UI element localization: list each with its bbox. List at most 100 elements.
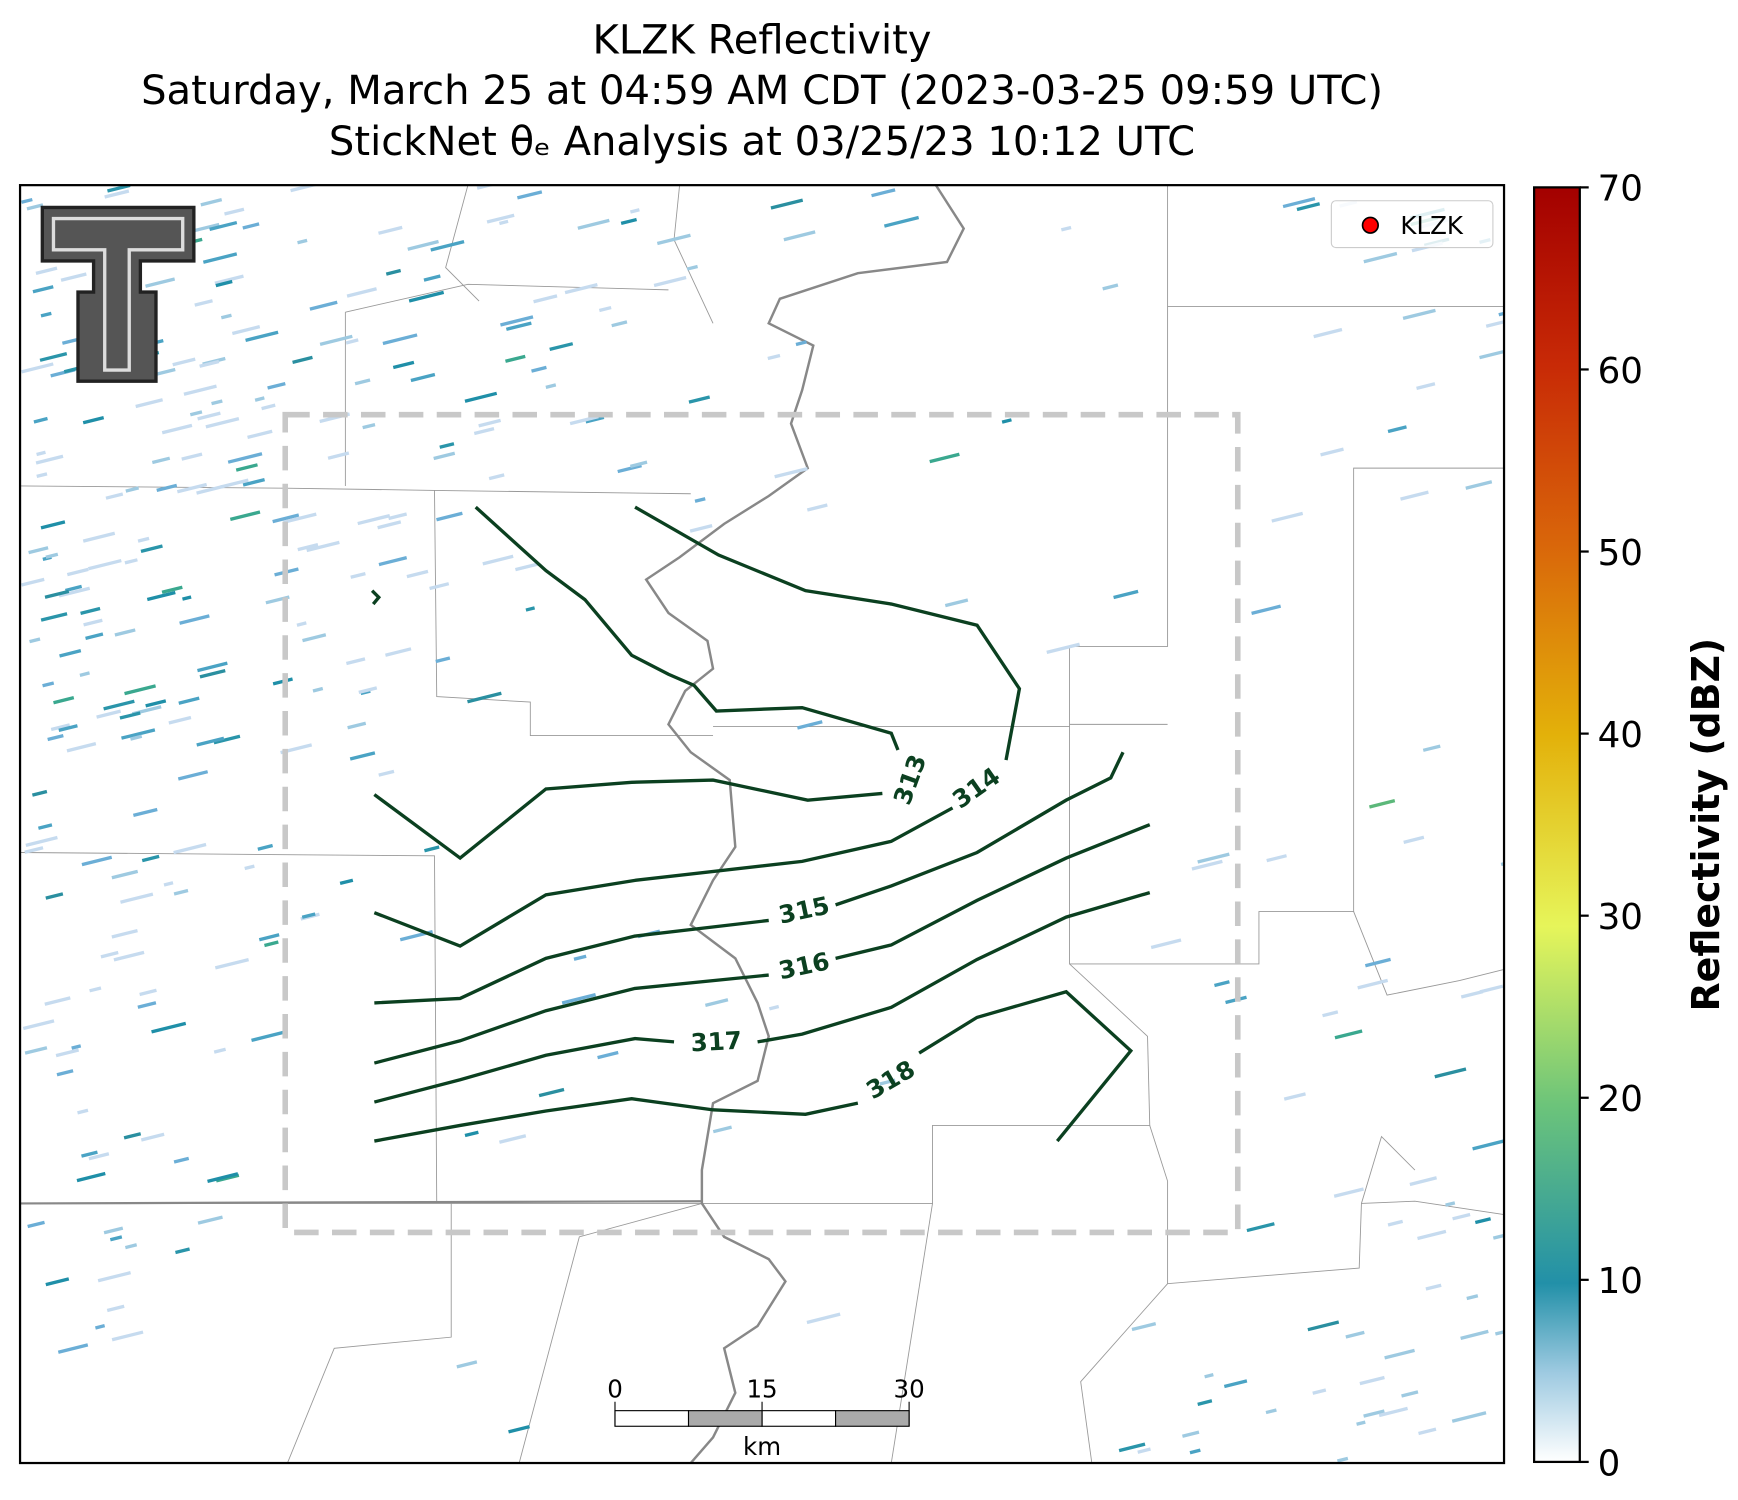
radar-echo (767, 353, 781, 361)
radar-echo (385, 268, 402, 276)
colorbar-tick-label: 60 (1598, 351, 1643, 392)
radar-echo (297, 542, 319, 552)
county-boundary (701, 963, 1151, 1204)
radar-echo (505, 321, 532, 331)
radar-echo (214, 274, 244, 285)
radar-echo (261, 403, 276, 411)
radar-echo (79, 671, 90, 677)
contour-line (374, 918, 769, 1005)
radar-echo (549, 342, 574, 352)
radar-echo (704, 998, 729, 1008)
radar-echo (1403, 835, 1425, 844)
radar-echo (1334, 1029, 1363, 1040)
radar-echo (382, 333, 418, 346)
radar-echo (45, 892, 64, 900)
radar-echo (168, 715, 192, 725)
radar-echo (24, 846, 44, 854)
radar-echo (1466, 1294, 1479, 1301)
radar-echo (1498, 309, 1505, 317)
radar-echo (1363, 251, 1398, 264)
radar-echo (176, 482, 208, 494)
county-boundary (445, 185, 480, 302)
radar-echo (224, 207, 245, 216)
radar-echo (58, 586, 91, 598)
radar-echo (319, 334, 353, 346)
radar-echo (1494, 1327, 1505, 1336)
radar-echo (65, 584, 83, 593)
radar-echo (499, 1134, 527, 1144)
radar-echo (1102, 283, 1119, 291)
radar-echo (944, 598, 969, 608)
radar-echo (505, 354, 526, 363)
radar-echo (309, 300, 338, 311)
radar-echo (199, 668, 226, 679)
radar-echo (561, 992, 597, 1005)
county-boundary (1149, 1125, 1505, 1285)
radar-echo (111, 869, 139, 880)
radar-echo (181, 452, 203, 461)
contour-line (373, 806, 954, 948)
scale-segment (761, 1410, 837, 1427)
radar-echo (774, 466, 808, 479)
radar-echo (349, 751, 376, 761)
radar-echo (629, 460, 648, 468)
radar-echo (27, 1220, 45, 1229)
radar-echo (25, 835, 58, 847)
radar-echo (1131, 1322, 1157, 1332)
radar-echo (135, 398, 164, 409)
radar-echo (139, 988, 157, 997)
scale-label: 0 (607, 1374, 623, 1403)
radar-echo (111, 1330, 144, 1342)
radar-echo (378, 225, 403, 235)
colorbar-tick-label: 20 (1598, 1079, 1643, 1120)
radar-echo (196, 736, 225, 747)
radar-echo (36, 450, 46, 457)
radar-echo (1182, 1430, 1200, 1438)
radar-echo (1416, 382, 1436, 391)
radar-echo (82, 531, 116, 543)
radar-echo (111, 928, 138, 939)
radar-echo (358, 686, 378, 695)
radar-echo (130, 734, 143, 741)
radar-echo (123, 1132, 142, 1140)
radar-echo (1137, 1447, 1151, 1454)
contour-line (634, 505, 1022, 761)
radar-echo (183, 384, 217, 396)
radar-echo (435, 656, 451, 664)
scale-label: 30 (894, 1374, 925, 1403)
radar-echo (151, 1021, 187, 1034)
radar-echo (688, 395, 711, 404)
colorbar-tick-label: 30 (1598, 897, 1643, 938)
radar-echo (189, 410, 203, 417)
title: KLZK Reflectivity (593, 18, 932, 64)
radar-echo (50, 723, 71, 732)
radar-echo (95, 1324, 106, 1330)
legend-marker (1361, 216, 1379, 234)
contour-line (918, 989, 1134, 1143)
radar-echo (292, 355, 313, 365)
radar-echo (806, 1312, 841, 1325)
radar-echo (689, 524, 713, 533)
radar-echo (345, 338, 359, 345)
radar-echo (28, 546, 49, 555)
radar-echo (227, 452, 263, 464)
radar-echo (301, 912, 316, 919)
radar-echo (362, 422, 376, 430)
radar-echo (1422, 744, 1441, 752)
radar-echo (163, 881, 174, 887)
radar-echo (410, 372, 436, 383)
map-frame (18, 184, 1506, 1465)
radar-echo (245, 330, 279, 343)
river (644, 185, 966, 1464)
radar-echo (500, 315, 534, 327)
radar-echo (1282, 197, 1316, 209)
radar-echo (1246, 1222, 1275, 1233)
radar-echo (44, 996, 71, 1006)
radar-echo (214, 957, 250, 970)
radar-echo (306, 540, 340, 553)
radar-echo (87, 558, 122, 571)
radar-echo (929, 452, 960, 464)
radar-echo (564, 282, 598, 295)
